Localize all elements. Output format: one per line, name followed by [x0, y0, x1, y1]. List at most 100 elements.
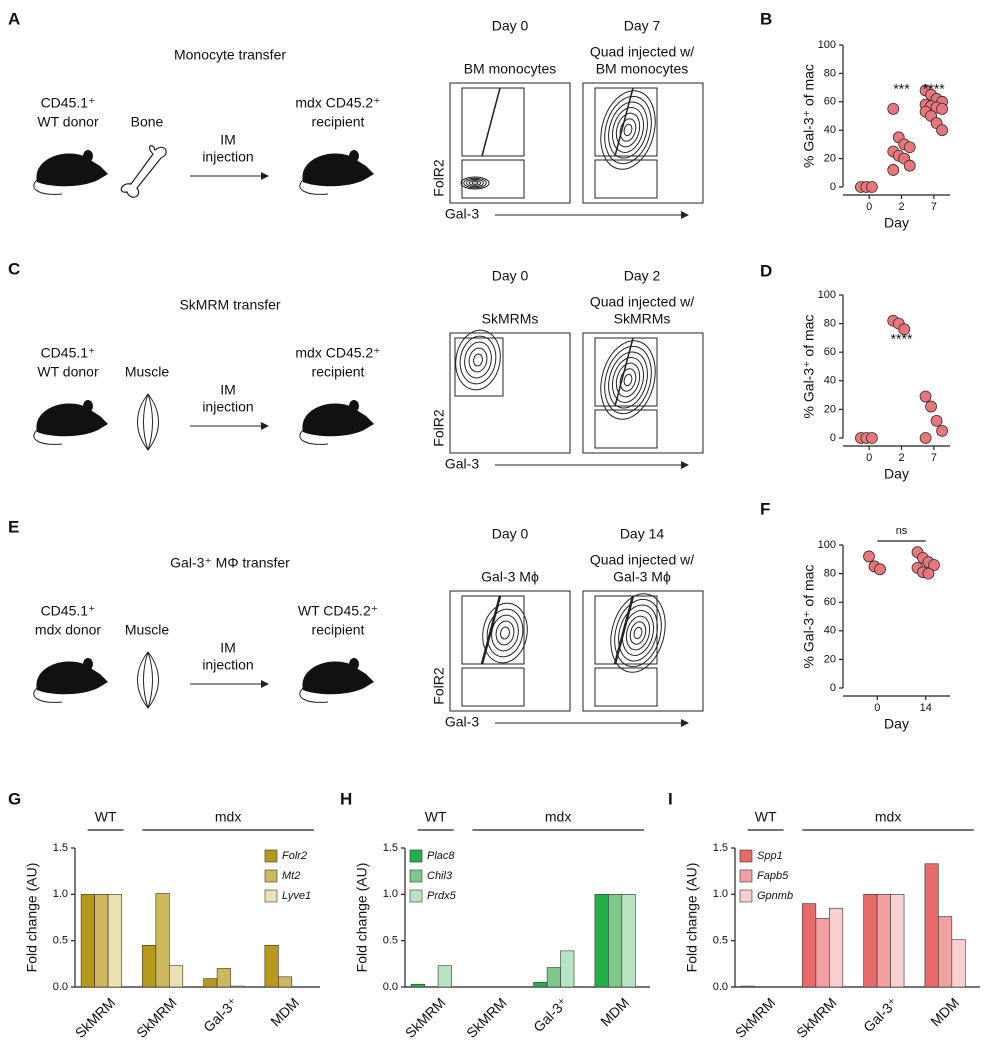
bar	[230, 985, 245, 988]
y-tick-label: 0	[830, 432, 836, 444]
legend-label: Chil3	[427, 870, 453, 882]
gate	[461, 159, 525, 199]
mouse-tail	[299, 687, 329, 703]
data-point	[936, 124, 948, 137]
muscle-icon	[137, 651, 159, 709]
flow-day: Day 7	[624, 18, 661, 34]
flow-day: Day 0	[492, 526, 529, 542]
panel-letter: E	[8, 517, 19, 536]
legend-label: Spp1	[757, 850, 783, 862]
bar	[216, 968, 231, 988]
y-tick-label: 20	[824, 403, 836, 415]
flow-plot	[449, 332, 571, 454]
contour	[491, 614, 519, 652]
gate	[461, 595, 525, 665]
panel-title: Monocyte transfer	[174, 47, 286, 63]
bar	[608, 894, 623, 988]
contour	[618, 604, 658, 662]
bar	[203, 978, 218, 988]
panel-letter: C	[8, 259, 20, 278]
tissue-label: Bone	[131, 114, 164, 130]
contour	[466, 178, 484, 188]
flow-label: BM monocytes	[464, 61, 557, 77]
y-tick-label: 80	[824, 568, 836, 580]
mouse-ear	[83, 150, 93, 162]
muscle-fiber	[143, 651, 153, 709]
bar	[264, 944, 279, 988]
x-axis-label: Day	[884, 466, 909, 482]
legend-swatch	[264, 849, 278, 863]
x-tick-label: SkMRM	[133, 994, 180, 1041]
contour	[615, 362, 641, 398]
group-label: mdx	[545, 809, 571, 825]
y-tick-label: 1.0	[383, 888, 398, 900]
flow-plot	[449, 590, 571, 712]
legend-label: Prdx5	[427, 890, 457, 902]
x-tick-label: SkMRM	[402, 994, 449, 1041]
y-tick-label: 1.0	[53, 888, 68, 900]
data-point	[936, 103, 948, 115]
contour	[633, 626, 643, 640]
mouse-icon	[36, 153, 109, 187]
mouse-ear	[349, 150, 359, 162]
mouse-tail	[33, 429, 63, 445]
data-point	[919, 390, 932, 403]
legend-label: Gpnmb	[757, 890, 793, 902]
flow-label: Quad injected w/	[590, 294, 694, 310]
flow-ylabel: FolR2	[431, 667, 447, 705]
significance: ****	[923, 81, 945, 97]
mouse-tail	[33, 687, 63, 703]
tissue-label: Muscle	[125, 622, 170, 638]
contour	[468, 180, 482, 186]
x-tick-label: 7	[931, 201, 937, 213]
route-label: IM	[220, 132, 236, 148]
contour	[463, 177, 487, 189]
mouse-tail	[299, 429, 329, 445]
contour	[473, 353, 483, 367]
muscle-icon	[137, 393, 159, 451]
legend-swatch	[739, 889, 753, 903]
bar	[546, 967, 561, 988]
flow-plot	[582, 82, 704, 204]
bar	[938, 916, 953, 988]
legend-swatch	[264, 869, 278, 883]
data-point	[903, 159, 916, 172]
bar	[80, 894, 95, 988]
data-point	[866, 432, 878, 444]
y-tick-label: 0	[830, 181, 836, 193]
muscle-fiber	[143, 393, 153, 451]
contour	[614, 598, 662, 668]
contour	[608, 351, 648, 409]
bar	[815, 918, 830, 988]
panel-letter: I	[668, 789, 673, 808]
mouse-ear	[83, 400, 93, 412]
y-axis-label: % Gal-3⁺ of mac	[801, 565, 817, 669]
contour	[471, 181, 479, 185]
x-tick-label: SkMRM	[72, 994, 119, 1041]
donor-label: WT donor	[37, 114, 99, 130]
mouse-tail	[33, 179, 63, 195]
mouse-icon	[302, 661, 374, 695]
data-point	[863, 550, 875, 563]
x-tick-label: Gal-3⁺	[200, 994, 241, 1035]
y-tick-label: 40	[824, 124, 836, 136]
group-label: mdx	[875, 809, 901, 825]
contour	[460, 176, 490, 190]
contour	[629, 621, 647, 645]
y-tick-label: 20	[824, 653, 836, 665]
data-point	[903, 141, 916, 154]
gate	[594, 409, 658, 449]
x-axis-label: Day	[884, 716, 909, 732]
gate-diagonal	[481, 87, 501, 157]
legend-swatch	[739, 869, 753, 883]
route-label: injection	[202, 657, 253, 673]
bar	[621, 894, 636, 988]
mouse-tail	[299, 179, 329, 195]
legend-swatch	[409, 849, 423, 863]
flow-plot	[449, 82, 571, 204]
contour	[495, 620, 515, 646]
bar	[951, 939, 966, 988]
contour	[455, 329, 501, 391]
mouse-icon	[302, 153, 374, 187]
x-tick-label: Gal-3⁺	[530, 994, 571, 1035]
